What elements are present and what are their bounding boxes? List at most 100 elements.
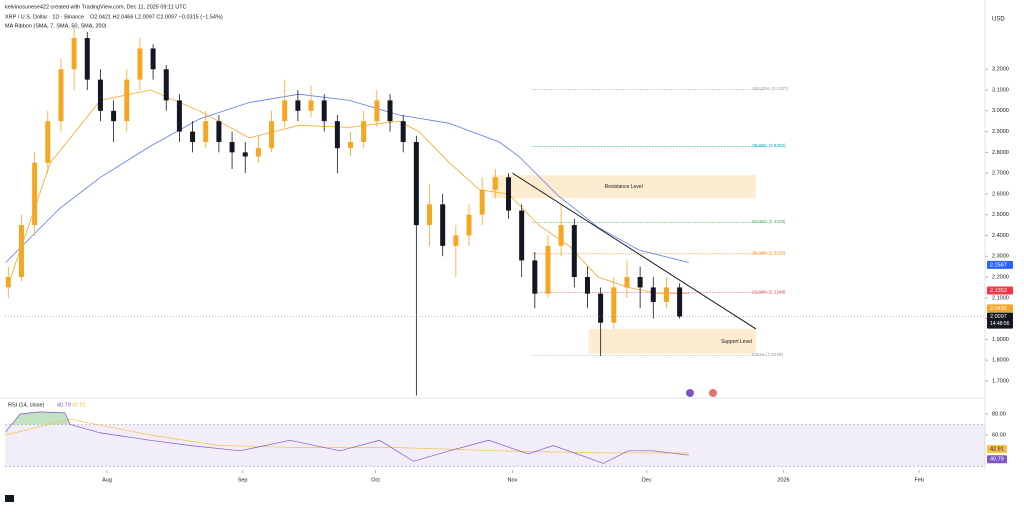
y-tick-label: 2.4000 <box>992 233 1009 239</box>
price-tag <box>987 286 1013 295</box>
countdown: 14:48:56 <box>990 321 1010 327</box>
candle-body <box>427 204 433 226</box>
y-tick-label: 2.7000 <box>992 171 1009 177</box>
rsi-line <box>5 411 689 464</box>
rsi-value: 40.79 <box>57 402 71 408</box>
zone <box>491 175 756 199</box>
candle-body <box>374 100 380 122</box>
y-tick-label: 2.9000 <box>992 129 1009 135</box>
candle-body <box>32 162 38 226</box>
candle-body <box>229 141 235 153</box>
rsi-tag-label: 40.79 <box>990 457 1004 463</box>
candle-body <box>71 38 77 70</box>
candle-body <box>137 48 143 80</box>
candle-body <box>203 121 209 142</box>
zone <box>588 328 756 354</box>
candle-body <box>650 287 656 302</box>
y-tick-label: 1.9000 <box>992 337 1009 343</box>
rsi-tag <box>987 455 1007 464</box>
rsi-tick-label: 80.00 <box>992 411 1006 417</box>
candle-body <box>598 293 604 323</box>
candle-body <box>532 260 538 294</box>
candle-body <box>58 69 64 122</box>
candle-body <box>466 214 472 236</box>
y-tick-label: 2.2000 <box>992 274 1009 280</box>
x-tick-label: 2026 <box>777 477 789 483</box>
y-tick-label: 1.8000 <box>992 358 1009 364</box>
fib-label: 78.60% (2.8293) <box>752 143 786 148</box>
x-tick-label: Feb <box>914 477 923 483</box>
candle-body <box>663 287 669 302</box>
price-tag <box>987 312 1013 329</box>
rsi-title: RSI (14, close) <box>8 402 45 408</box>
candle-body <box>453 235 459 246</box>
rsi-tag <box>987 444 1007 453</box>
candle-body <box>45 121 51 163</box>
candle-body <box>308 100 314 111</box>
y-tick-label: 2.6000 <box>992 191 1009 197</box>
candle-body <box>611 287 617 323</box>
candle-body <box>387 100 393 122</box>
candle-body <box>216 121 222 142</box>
candle-body <box>190 131 196 142</box>
candle-body <box>334 121 340 149</box>
candle-body <box>624 277 630 288</box>
candle-body <box>492 177 498 190</box>
candle-body <box>558 225 564 246</box>
candle-body <box>282 100 288 122</box>
candle-body <box>519 210 525 261</box>
moving-average <box>10 89 689 294</box>
zone-label: Support Level <box>721 339 752 345</box>
ohlc-text: O2.0421 H2.0466 L2.0097 C2.0097 −0.0315 … <box>90 14 223 20</box>
price-tag-label: 2.2587 <box>990 262 1007 268</box>
candle-body <box>677 287 683 317</box>
x-tick-label: Nov <box>508 477 518 483</box>
price-tag <box>987 304 1013 313</box>
candle-body <box>18 225 24 278</box>
candle-body <box>5 277 11 288</box>
candle-body <box>505 177 511 211</box>
y-tick-label: 3.2000 <box>992 67 1009 73</box>
y-tick-label: 2.3000 <box>992 254 1009 260</box>
candle-body <box>571 225 577 278</box>
price-tag-label: 2.0490 <box>990 306 1007 312</box>
symbol-title: XRP / U.S. Dollar · 1D · Binance <box>5 14 84 20</box>
icon <box>709 389 717 397</box>
fib-label: 100.00% (3.1027) <box>752 86 788 91</box>
trendline <box>512 172 757 330</box>
candle-body <box>111 110 117 122</box>
icon <box>686 389 694 397</box>
candle-body <box>295 100 301 111</box>
header: kelvinosunese422 created with TradingVie… <box>5 4 187 10</box>
candle-body <box>84 38 90 80</box>
fib-label: 0.00% (1.8229) <box>752 352 783 357</box>
y-tick-label: 3.0000 <box>992 108 1009 114</box>
candle-body <box>124 79 130 122</box>
candle-body <box>97 79 103 111</box>
candle-body <box>176 100 182 132</box>
candle-body <box>150 48 156 70</box>
candle-body <box>545 245 551 294</box>
y-tick-label: 1.7000 <box>992 378 1009 384</box>
rsi-tag-label: 42.91 <box>990 446 1004 452</box>
candle-body <box>361 121 367 142</box>
rsi-tick-label: 60.00 <box>992 432 1006 438</box>
candle-body <box>440 204 446 246</box>
x-tick-label: Aug <box>102 477 112 483</box>
brand-logo <box>5 495 14 502</box>
candle-body <box>321 100 327 122</box>
main-pane <box>5 27 767 396</box>
rsi-band <box>5 424 985 467</box>
candle-body <box>269 121 275 149</box>
y-tick-label: 2.8000 <box>992 150 1009 156</box>
y-tick-label: 2.5000 <box>992 212 1009 218</box>
fib-label: 50.00% (2.4628) <box>752 219 786 224</box>
currency: USD <box>992 17 1005 23</box>
rsi-ma-value: 42.91 <box>72 402 86 408</box>
candle-body <box>584 277 590 294</box>
candle-body <box>479 189 485 215</box>
rsi-ma <box>5 418 689 454</box>
rsi-overbought-fill <box>11 411 71 425</box>
